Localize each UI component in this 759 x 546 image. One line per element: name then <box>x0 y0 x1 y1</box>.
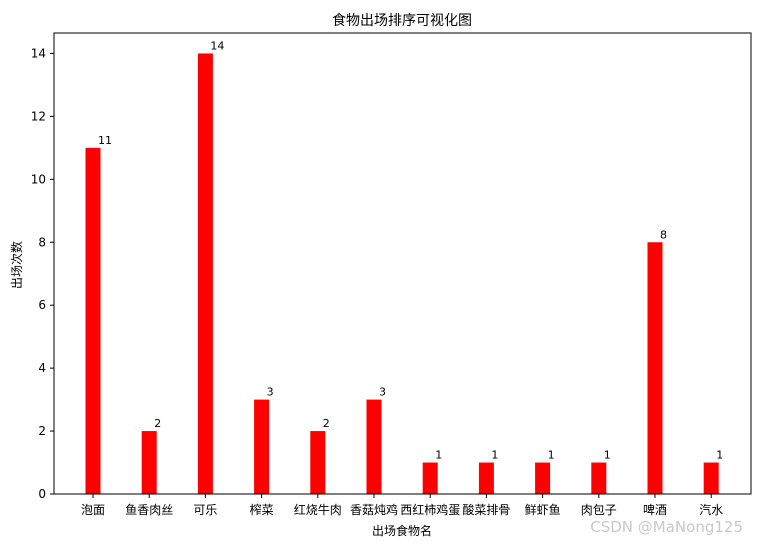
data-label: 1 <box>716 449 723 462</box>
bar <box>647 242 663 494</box>
bar <box>141 431 157 494</box>
bar <box>254 399 270 494</box>
x-tick-label: 榨菜 <box>250 502 274 517</box>
x-tick-label: 酸菜排骨 <box>462 502 510 517</box>
data-label: 1 <box>548 449 555 462</box>
bar <box>197 53 213 495</box>
y-axis-label: 出场次数 <box>9 241 24 289</box>
data-label: 1 <box>491 449 498 462</box>
y-tick-label: 4 <box>38 361 46 375</box>
bar <box>422 462 438 494</box>
y-tick-label: 2 <box>38 424 46 438</box>
watermark: CSDN @MaNong125 <box>590 518 743 536</box>
bar <box>478 462 494 494</box>
plot-area: 02468101214泡面11鱼香肉丝2可乐14榨菜3红烧牛肉2香菇炖鸡3西红柿… <box>31 39 723 517</box>
data-label: 1 <box>435 449 442 462</box>
chart-title: 食物出场排序可视化图 <box>332 12 472 29</box>
data-label: 11 <box>98 134 112 147</box>
bar <box>366 399 382 494</box>
x-tick-label: 鲜虾鱼 <box>525 503 561 517</box>
bar <box>703 462 719 494</box>
x-tick-label: 鱼香肉丝 <box>125 503 173 517</box>
y-tick-label: 14 <box>31 46 46 60</box>
x-axis-label: 出场食物名 <box>372 523 432 538</box>
data-label: 1 <box>604 449 611 462</box>
x-tick-label: 香菇炖鸡 <box>350 502 398 517</box>
x-tick-label: 可乐 <box>193 503 217 517</box>
data-label: 3 <box>379 386 386 399</box>
x-tick-label: 西红柿鸡蛋 <box>400 502 460 517</box>
y-tick-label: 6 <box>38 298 46 312</box>
x-tick-label: 肉包子 <box>581 503 617 517</box>
x-tick-label: 啤酒 <box>643 502 667 517</box>
x-tick-label: 汽水 <box>699 502 723 517</box>
plot-frame <box>53 32 752 495</box>
y-tick-label: 12 <box>31 109 46 123</box>
data-label: 2 <box>154 417 161 430</box>
bar <box>535 462 551 494</box>
x-tick-label: 泡面 <box>81 503 105 517</box>
y-tick-label: 8 <box>38 235 46 249</box>
y-tick-label: 0 <box>38 487 46 501</box>
y-tick-label: 10 <box>31 172 46 186</box>
bar <box>310 431 326 494</box>
data-label: 3 <box>267 386 274 399</box>
data-label: 8 <box>660 228 667 241</box>
x-tick-label: 红烧牛肉 <box>294 502 342 517</box>
data-label: 2 <box>323 417 330 430</box>
bar <box>85 147 101 494</box>
bar <box>591 462 607 494</box>
data-label: 14 <box>210 39 224 52</box>
